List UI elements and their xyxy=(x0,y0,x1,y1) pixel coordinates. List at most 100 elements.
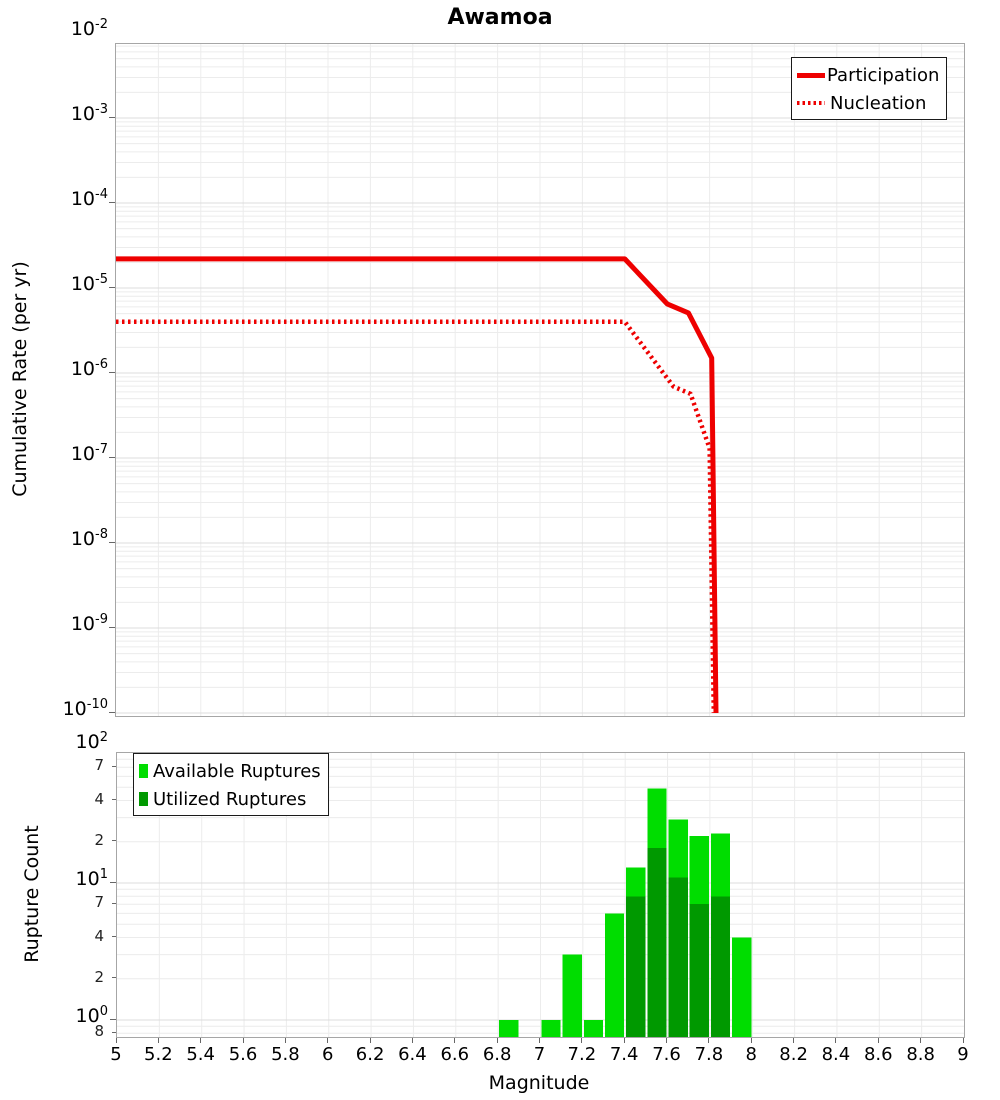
nucleation-line xyxy=(116,319,717,714)
x-tick-label: 5 xyxy=(110,1044,122,1065)
count-y-minor-tick-label: 7 xyxy=(94,756,104,775)
legend-item-participation: Participation xyxy=(797,61,939,89)
tick-mark xyxy=(109,711,115,713)
available-bar xyxy=(732,937,752,1037)
available-bar xyxy=(541,1020,561,1037)
participation-label: Participation xyxy=(827,64,940,86)
tick-mark xyxy=(112,1031,116,1033)
x-tick-label: 8.4 xyxy=(821,1044,851,1065)
legend-item-utilized: Utilized Ruptures xyxy=(139,785,321,813)
available-bar xyxy=(605,913,625,1037)
tick-mark xyxy=(109,456,115,458)
tick-mark xyxy=(750,1038,752,1043)
rate-y-tick-label: 10-10 xyxy=(62,697,108,720)
tick-mark xyxy=(793,1038,795,1043)
tick-mark xyxy=(110,1018,116,1020)
rate-y-tick-label: 10-7 xyxy=(70,442,108,465)
x-tick-label: 9 xyxy=(957,1044,969,1065)
x-tick-label: 5.4 xyxy=(186,1044,215,1065)
x-tick-label: 8 xyxy=(745,1044,757,1065)
rate-y-tick-label: 10-9 xyxy=(70,612,108,635)
rate-axis-title: Cumulative Rate (per yr) xyxy=(9,261,31,497)
nucleation-line-swatch xyxy=(797,100,825,106)
count-y-minor-tick-label: 7 xyxy=(94,893,104,912)
count-y-tick-label: 102 xyxy=(75,730,108,753)
tick-mark xyxy=(877,1038,879,1043)
rate-plot-area xyxy=(115,43,965,717)
tick-mark xyxy=(411,1038,413,1043)
count-y-minor-tick-label: 8 xyxy=(94,1022,104,1041)
tick-mark xyxy=(496,1038,498,1043)
tick-mark xyxy=(369,1038,371,1043)
tick-mark xyxy=(112,902,116,904)
x-tick-label: 7.4 xyxy=(609,1044,639,1065)
tick-mark xyxy=(327,1038,329,1043)
participation-line-swatch xyxy=(797,72,825,78)
count-plot-area xyxy=(116,752,965,1038)
x-axis-title: Magnitude xyxy=(488,1072,590,1094)
tick-mark xyxy=(109,626,115,628)
utilized-bar xyxy=(647,848,667,1037)
nucleation-label: Nucleation xyxy=(830,92,927,114)
legend-item-available: Available Ruptures xyxy=(139,757,321,785)
rate-y-tick-label: 10-3 xyxy=(70,102,108,125)
x-tick-label: 7.2 xyxy=(567,1044,597,1065)
rate-y-tick-label: 10-6 xyxy=(70,357,108,380)
x-tick-label: 5.6 xyxy=(228,1044,258,1065)
utilized-bar xyxy=(689,904,709,1037)
x-tick-label: 8.2 xyxy=(779,1044,808,1065)
rate-legend: Participation Nucleation xyxy=(791,57,948,120)
tick-mark xyxy=(109,201,115,203)
count-y-tick-label: 101 xyxy=(75,867,108,890)
tick-mark xyxy=(962,1038,964,1043)
available-label: Available Ruptures xyxy=(153,760,321,782)
count-chart-canvas xyxy=(117,753,964,1037)
tick-mark xyxy=(109,116,115,118)
x-tick-label: 8.6 xyxy=(863,1044,893,1065)
available-bar-swatch xyxy=(139,764,148,778)
tick-mark xyxy=(708,1038,710,1043)
x-tick-label: 8.8 xyxy=(906,1044,935,1065)
available-bar xyxy=(499,1020,519,1037)
available-bar xyxy=(562,954,582,1037)
utilized-bar xyxy=(710,896,731,1037)
utilized-label: Utilized Ruptures xyxy=(153,788,307,810)
participation-line xyxy=(116,256,719,714)
tick-mark xyxy=(581,1038,583,1043)
tick-mark xyxy=(200,1038,202,1043)
count-y-minor-tick-label: 2 xyxy=(94,967,104,986)
x-tick-label: 5.8 xyxy=(271,1044,300,1065)
utilized-bar-swatch xyxy=(139,792,148,806)
chart-title: Awamoa xyxy=(447,5,553,30)
tick-mark xyxy=(112,799,116,801)
rate-chart-canvas xyxy=(116,44,964,716)
tick-mark xyxy=(115,1038,117,1043)
x-tick-label: 6.6 xyxy=(440,1044,470,1065)
utilized-bar xyxy=(668,877,688,1037)
rate-y-tick-label: 10-4 xyxy=(70,187,108,210)
count-legend: Available Ruptures Utilized Ruptures xyxy=(133,753,329,816)
x-tick-label: 6.4 xyxy=(398,1044,427,1065)
rate-y-tick-label: 10-8 xyxy=(70,527,108,550)
tick-mark xyxy=(109,371,115,373)
x-tick-label: 5.2 xyxy=(144,1044,173,1065)
utilized-bar xyxy=(626,896,646,1037)
tick-mark xyxy=(666,1038,668,1043)
available-bar xyxy=(583,1020,604,1037)
count-y-minor-tick-label: 2 xyxy=(94,830,104,849)
rate-y-tick-label: 10-2 xyxy=(70,17,108,40)
tick-mark xyxy=(835,1038,837,1043)
count-axis-title: Rupture Count xyxy=(21,825,43,963)
tick-mark xyxy=(242,1038,244,1043)
x-tick-label: 6 xyxy=(322,1044,334,1065)
tick-mark xyxy=(623,1038,625,1043)
tick-mark xyxy=(112,936,116,938)
tick-mark xyxy=(539,1038,540,1043)
tick-mark xyxy=(109,286,115,288)
tick-mark xyxy=(109,541,115,543)
tick-mark xyxy=(110,881,116,883)
count-y-minor-tick-label: 4 xyxy=(94,789,104,808)
tick-mark xyxy=(920,1038,922,1043)
tick-mark xyxy=(157,1038,159,1043)
